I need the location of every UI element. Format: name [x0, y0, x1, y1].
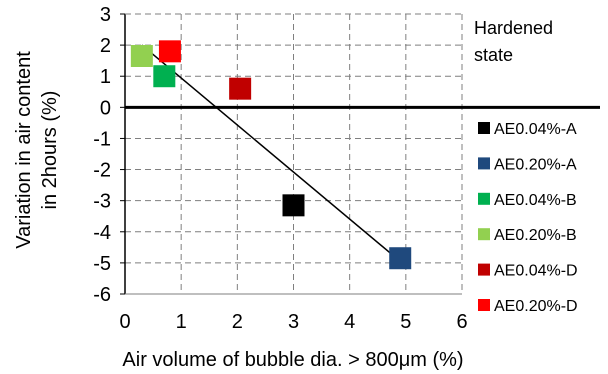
legend: Hardened state AE0.04%-AAE0.20%-AAE0.04%…	[474, 18, 578, 315]
legend-marker	[478, 263, 490, 276]
data-point-ae0-04-d	[229, 77, 252, 100]
legend-marker	[478, 157, 490, 170]
x-tick-label: 6	[456, 311, 467, 333]
x-axis-title-mu: μ	[399, 349, 411, 371]
y-tick-label: -4	[93, 222, 111, 244]
x-axis-title-suffix: m (%)	[410, 349, 463, 371]
legend-label: AE0.20%-B	[494, 227, 577, 244]
y-tick-label: 0	[100, 97, 111, 119]
x-tick-label: 3	[288, 311, 299, 333]
legend-marker	[478, 299, 490, 311]
data-point-ae0-20-d	[158, 40, 181, 63]
x-tick-label: 5	[400, 311, 411, 333]
data-point-ae0-20-a	[389, 247, 412, 270]
legend-title-line1: Hardened	[474, 18, 553, 38]
y-tick-label: -5	[93, 253, 111, 275]
x-tick-label: 0	[119, 311, 130, 333]
legend-items: AE0.04%-A AE0.20%-A AE0.04%-B AE0.20%-B AE0.…	[478, 121, 578, 315]
y-tick-label: -2	[93, 160, 111, 182]
legend-title-line2: state	[474, 45, 513, 65]
x-tick-label: 4	[344, 311, 355, 333]
y-tick-label: -3	[93, 191, 111, 213]
legend-label: AE0.20%-D	[494, 298, 578, 315]
y-tick-label: 2	[100, 35, 111, 57]
y-tick-label: 1	[100, 66, 111, 88]
y-tick-label: -1	[93, 128, 111, 150]
legend-label: AE0.20%-A	[494, 156, 577, 173]
y-tick-label: 3	[100, 4, 111, 26]
y-axis-title-line1: Variation in air content	[13, 51, 35, 249]
tick-labels: 3 2 1 0 -1 -2 -3 -4 -5 -6 0 1 2 3 4 5 6	[93, 4, 467, 333]
x-axis-title-prefix: Air volume of bubble dia. > 800	[122, 349, 398, 371]
legend-marker	[478, 192, 490, 205]
legend-label: AE0.04%-B	[494, 192, 577, 209]
legend-label: AE0.04%-A	[494, 121, 577, 138]
trendline-segment	[141, 44, 401, 262]
data-point-ae0-04-a	[282, 194, 305, 217]
trendline	[141, 44, 401, 262]
legend-marker	[478, 228, 490, 241]
y-tick-label: -6	[93, 284, 111, 306]
legend-label: AE0.04%-D	[494, 263, 578, 280]
legend-marker	[478, 122, 490, 134]
x-tick-label: 2	[232, 311, 243, 333]
y-axis-title: Variation in air content in 2hours (%)	[13, 51, 61, 249]
data-points	[130, 40, 412, 270]
data-point-ae0-04-b	[153, 65, 176, 88]
x-axis-title: Air volume of bubble dia. > 800μm (%)	[122, 349, 463, 371]
axes	[120, 13, 600, 295]
y-axis-title-line2: in 2hours (%)	[39, 91, 61, 210]
data-point-ae0-20-b	[130, 45, 153, 67]
x-tick-label: 1	[176, 311, 187, 333]
